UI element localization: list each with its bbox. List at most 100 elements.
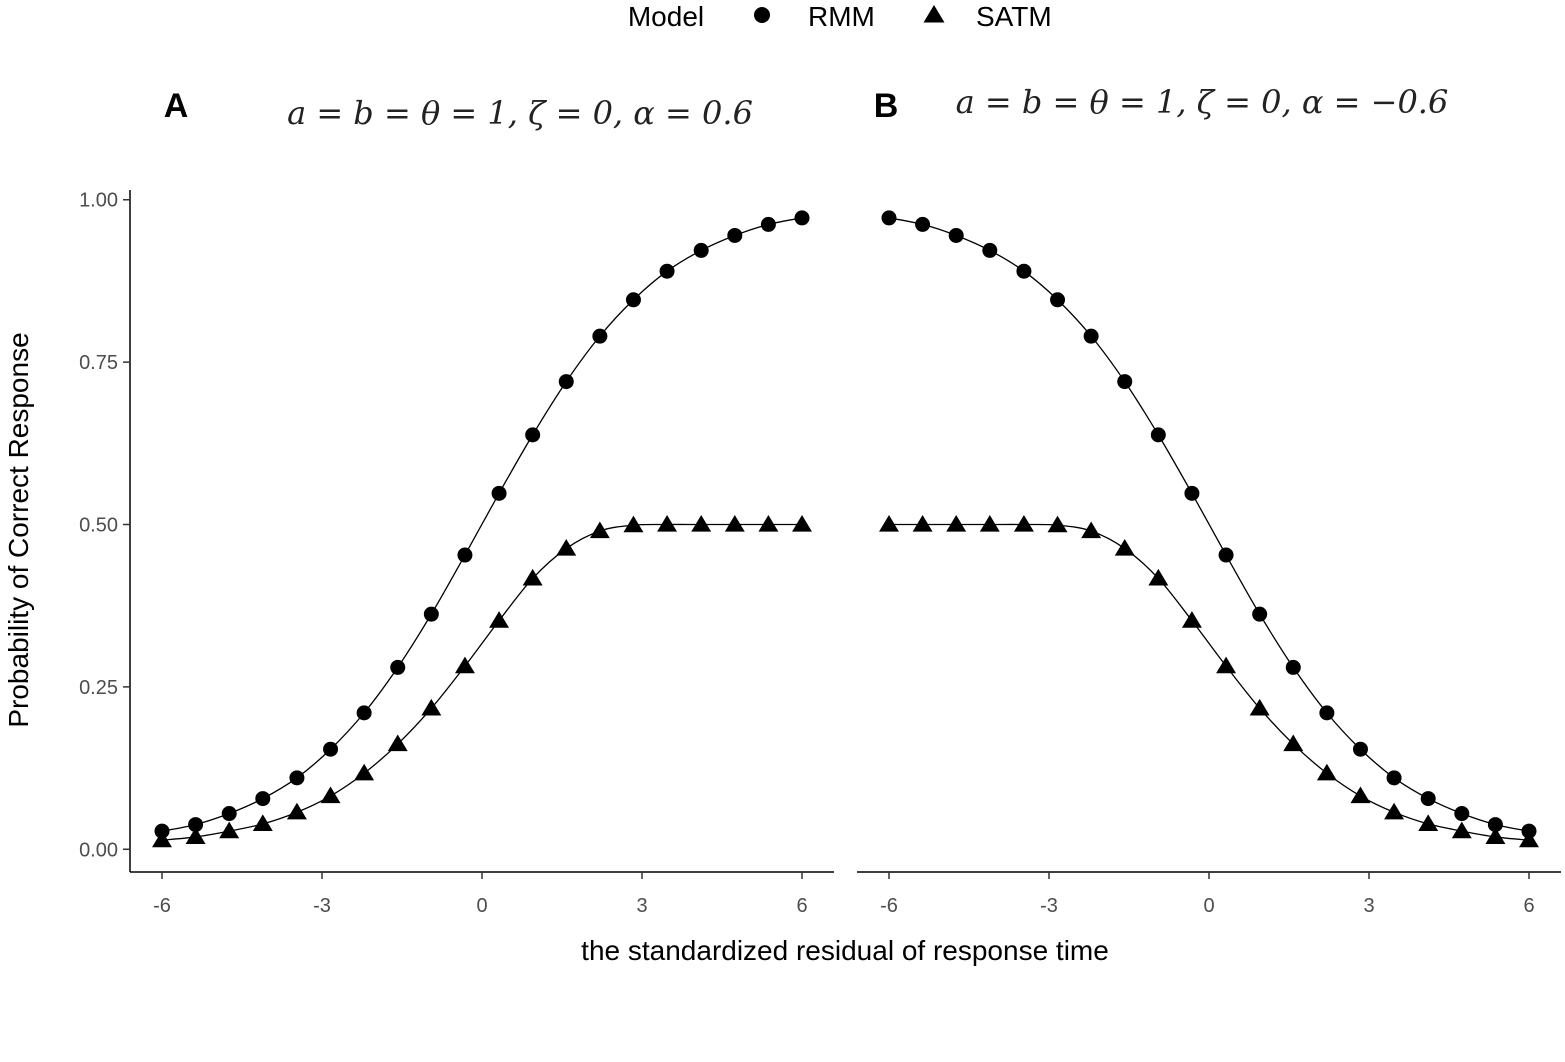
point-satm-a xyxy=(421,698,442,716)
x-tick-label-b: 6 xyxy=(1523,895,1534,917)
point-satm-b xyxy=(1451,821,1472,839)
point-rmm-b xyxy=(1454,806,1470,822)
point-satm-a xyxy=(286,802,307,820)
y-tick-label: 0.25 xyxy=(79,677,118,699)
point-satm-b xyxy=(1216,656,1237,674)
point-rmm-a xyxy=(659,263,675,279)
point-rmm-a xyxy=(558,374,574,390)
point-rmm-b xyxy=(982,242,998,258)
point-satm-b xyxy=(1013,515,1034,532)
panel-a-label: A xyxy=(164,87,189,125)
point-satm-b xyxy=(1418,814,1439,832)
point-rmm-b xyxy=(1083,328,1099,344)
point-satm-b xyxy=(1181,611,1202,628)
point-satm-a xyxy=(387,734,408,752)
point-satm-a xyxy=(489,611,510,628)
point-rmm-a xyxy=(592,328,608,344)
point-satm-b xyxy=(1148,568,1169,586)
point-satm-b xyxy=(1047,515,1068,533)
series-line-satm-b xyxy=(889,523,1530,841)
point-satm-a xyxy=(185,827,206,845)
point-satm-b xyxy=(1114,539,1135,556)
point-satm-a xyxy=(623,515,644,533)
point-rmm-a xyxy=(356,705,372,721)
point-rmm-a xyxy=(491,485,507,501)
panel-a: -6 -3 0 3 6 0.00 0.25 0.50 0.75 1.00 xyxy=(79,190,834,917)
point-rmm-b xyxy=(1487,817,1503,833)
point-rmm-b xyxy=(1184,485,1200,501)
point-satm-b xyxy=(912,515,933,532)
point-satm-a xyxy=(556,539,577,556)
y-axis-title: Probability of Correct Response xyxy=(3,332,34,727)
point-satm-b xyxy=(979,515,1000,532)
series-line-satm-a xyxy=(161,523,802,841)
x-tick-label-a: 3 xyxy=(636,895,647,917)
point-satm-b xyxy=(1316,763,1337,781)
point-rmm-a xyxy=(323,741,339,757)
legend-label-satm: SATM xyxy=(976,1,1052,32)
point-rmm-b xyxy=(1218,547,1234,563)
point-rmm-a xyxy=(457,547,473,563)
point-rmm-b xyxy=(948,227,964,243)
point-rmm-a xyxy=(221,806,237,822)
point-satm-a xyxy=(657,515,678,532)
point-rmm-b xyxy=(881,210,897,226)
point-rmm-b xyxy=(915,216,931,232)
x-axis-title: the standardized residual of response ti… xyxy=(581,935,1109,966)
point-satm-a xyxy=(219,821,240,839)
panel-b: -6 -3 0 3 6 xyxy=(857,210,1561,917)
point-rmm-b xyxy=(1150,427,1166,443)
y-tick-label: 0.50 xyxy=(79,515,118,537)
panel-b-header: B a = b = θ = 1, ζ = 0, α = −0.6 xyxy=(874,83,1449,125)
point-satm-a xyxy=(454,656,475,674)
point-rmm-a xyxy=(390,659,406,675)
point-rmm-a xyxy=(188,817,204,833)
point-satm-a xyxy=(724,515,745,532)
x-tick-label-b: 3 xyxy=(1363,895,1374,917)
point-satm-a xyxy=(152,830,172,848)
point-rmm-b xyxy=(1352,741,1368,757)
point-satm-a xyxy=(522,568,543,586)
panel-a-subtitle: a = b = θ = 1, ζ = 0, α = 0.6 xyxy=(287,94,753,132)
point-rmm-b xyxy=(1016,263,1032,279)
point-rmm-a xyxy=(289,770,305,786)
point-rmm-b xyxy=(1117,374,1133,390)
legend-title: Model xyxy=(628,1,704,32)
point-rmm-a xyxy=(625,292,641,308)
point-rmm-b xyxy=(1420,791,1436,807)
legend-entries: RMM SATM xyxy=(754,1,1052,32)
x-tick-label-a: 6 xyxy=(796,895,807,917)
point-satm-b xyxy=(1485,827,1506,845)
x-tick-label-a: -3 xyxy=(313,895,331,917)
point-rmm-b xyxy=(1386,770,1402,786)
legend-label-rmm: RMM xyxy=(808,1,875,32)
point-satm-a xyxy=(589,521,610,539)
y-tick-label: 0.00 xyxy=(79,839,118,861)
point-satm-b xyxy=(946,515,967,532)
x-tick-label-b: 0 xyxy=(1203,895,1214,917)
x-tick-label-a: 0 xyxy=(476,895,487,917)
point-rmm-b xyxy=(1252,606,1268,622)
point-satm-a xyxy=(252,814,273,832)
panel-b-label: B xyxy=(874,87,899,125)
x-tick-label-a: -6 xyxy=(153,895,171,917)
point-satm-a xyxy=(691,515,712,532)
point-rmm-a xyxy=(255,791,271,807)
x-tick-label-b: -3 xyxy=(1040,895,1058,917)
point-satm-b xyxy=(1081,521,1102,539)
point-satm-a xyxy=(354,763,375,781)
y-tick-label: 1.00 xyxy=(79,190,118,212)
point-satm-a xyxy=(758,515,779,532)
point-satm-b xyxy=(879,515,899,532)
legend-marker-rmm xyxy=(754,7,770,23)
y-tick-label: 0.75 xyxy=(79,352,118,374)
point-rmm-a xyxy=(525,427,541,443)
point-rmm-b xyxy=(1285,659,1301,675)
panel-b-subtitle: a = b = θ = 1, ζ = 0, α = −0.6 xyxy=(956,83,1449,121)
point-satm-a xyxy=(792,515,812,532)
point-satm-b xyxy=(1384,802,1405,820)
point-rmm-b xyxy=(1050,292,1066,308)
legend: Model RMM SATM xyxy=(628,1,1052,32)
point-satm-b xyxy=(1249,698,1270,716)
